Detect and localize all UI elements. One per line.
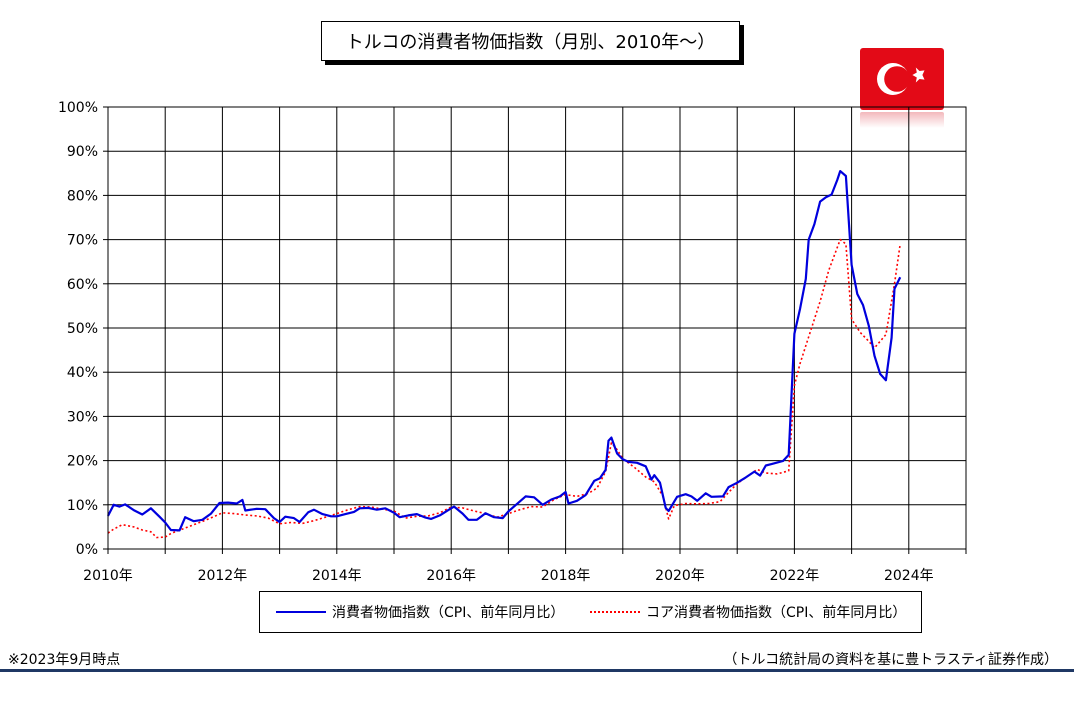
legend-label-core: コア消費者物価指数（CPI、前年同月比） bbox=[646, 605, 907, 621]
y-tick-label: 70% bbox=[67, 233, 98, 249]
y-tick-label: 100% bbox=[58, 100, 98, 116]
legend-swatch-core bbox=[590, 611, 640, 613]
x-tick-label: 2012年 bbox=[198, 568, 248, 584]
y-tick-label: 40% bbox=[67, 365, 98, 381]
x-tick-label: 2024年 bbox=[884, 568, 934, 584]
series-line-cpi bbox=[107, 170, 902, 532]
grid bbox=[103, 106, 967, 554]
legend-label-cpi: 消費者物価指数（CPI、前年同月比） bbox=[332, 605, 565, 621]
footnote: ※2023年9月時点 bbox=[8, 652, 121, 668]
y-tick-label: 20% bbox=[67, 454, 98, 470]
legend-item-core: コア消費者物価指数（CPI、前年同月比） bbox=[590, 592, 906, 632]
y-tick-label: 60% bbox=[67, 277, 98, 293]
plot-frame bbox=[107, 106, 967, 550]
y-tick-label: 0% bbox=[76, 542, 98, 558]
y-tick-label: 80% bbox=[67, 188, 98, 204]
x-tick-label: 2010年 bbox=[83, 568, 133, 584]
x-tick-label: 2020年 bbox=[655, 568, 705, 584]
crescent-star-icon bbox=[877, 63, 925, 95]
y-tick-label: 50% bbox=[67, 321, 98, 337]
flag-reflection bbox=[860, 112, 944, 128]
x-tick-label: 2014年 bbox=[312, 568, 362, 584]
tick-labels: 0% 10% 20% 30% 40% 50% 60% 70% 80% 90% 100% 2010年 20… bbox=[58, 100, 934, 584]
legend: 消費者物価指数（CPI、前年同月比） コア消費者物価指数（CPI、前年同月比） bbox=[259, 591, 922, 633]
bottom-rule bbox=[0, 669, 1074, 672]
legend-swatch-cpi bbox=[276, 611, 326, 613]
x-tick-label: 2018年 bbox=[541, 568, 591, 584]
source-credit: （トルコ統計局の資料を基に豊トラスティ証券作成） bbox=[723, 652, 1058, 668]
x-tick-label: 2016年 bbox=[426, 568, 476, 584]
y-tick-label: 10% bbox=[67, 498, 98, 514]
chart-title: トルコの消費者物価指数（月別、2010年～） bbox=[321, 21, 740, 61]
y-tick-label: 30% bbox=[67, 409, 98, 425]
x-tick-label: 2022年 bbox=[770, 568, 820, 584]
turkey-flag-icon bbox=[860, 48, 944, 110]
y-tick-label: 90% bbox=[67, 144, 98, 160]
series-line-core-cpi bbox=[107, 238, 901, 539]
series-lines bbox=[107, 170, 902, 539]
legend-item-cpi: 消費者物価指数（CPI、前年同月比） bbox=[276, 592, 564, 632]
